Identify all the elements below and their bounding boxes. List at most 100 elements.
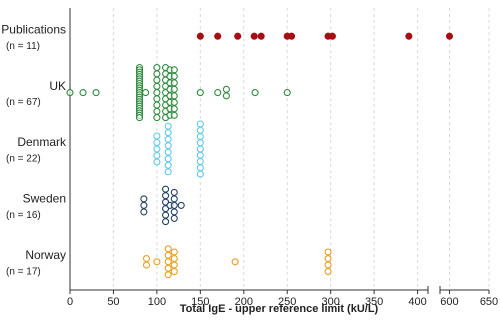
dot <box>170 254 178 263</box>
dot <box>164 264 172 272</box>
x-tick-label: 150 <box>191 296 209 308</box>
dot <box>153 64 161 72</box>
dot <box>170 201 178 209</box>
dot <box>164 155 172 163</box>
dot <box>170 267 178 276</box>
category-note: (n = 22) <box>6 154 41 165</box>
dot <box>251 89 259 97</box>
dot <box>196 164 204 172</box>
dot <box>231 258 239 266</box>
dot <box>196 151 204 159</box>
dot <box>162 192 170 200</box>
dot <box>153 76 161 84</box>
dot <box>196 145 204 153</box>
dot <box>164 168 172 176</box>
dot <box>250 32 258 40</box>
category-label: Norway <box>25 248 66 262</box>
category-label: Sweden <box>23 192 66 206</box>
dot <box>153 114 161 122</box>
dot <box>153 107 161 115</box>
dot <box>164 245 172 253</box>
dot <box>153 145 161 153</box>
dot <box>170 105 178 113</box>
dot <box>153 82 161 90</box>
dot <box>140 208 148 216</box>
dot <box>164 142 172 150</box>
dot <box>170 214 178 222</box>
dot <box>140 201 148 209</box>
dot <box>234 32 242 40</box>
dot <box>170 261 178 269</box>
dot <box>153 158 161 166</box>
dot <box>164 148 172 156</box>
dot <box>153 258 161 266</box>
dot <box>164 122 172 130</box>
dot <box>177 201 185 209</box>
dot <box>153 89 161 97</box>
dot <box>162 211 170 219</box>
dot <box>170 66 178 74</box>
x-tick-label: 100 <box>148 296 166 308</box>
category-label: Denmark <box>17 135 67 149</box>
dot <box>162 218 170 226</box>
dot <box>164 271 172 279</box>
x-tick-label: 350 <box>365 296 383 308</box>
dot <box>283 89 291 97</box>
dot <box>153 151 161 160</box>
dot <box>162 185 170 193</box>
dot <box>222 92 230 100</box>
dot <box>164 135 172 143</box>
dot <box>170 79 178 87</box>
dot <box>140 195 148 203</box>
dot <box>170 72 178 80</box>
dot <box>328 32 336 40</box>
dot <box>196 170 204 178</box>
dot <box>445 32 454 40</box>
category-note: (n = 67) <box>6 97 41 108</box>
dot <box>164 161 172 169</box>
dot <box>214 32 222 40</box>
dot <box>170 188 178 196</box>
dot <box>196 120 204 128</box>
dot <box>164 251 172 259</box>
dot <box>324 267 332 276</box>
dot <box>92 89 100 97</box>
category-note: (n = 16) <box>6 210 41 221</box>
dot <box>196 126 204 134</box>
dot <box>288 32 296 40</box>
dot <box>79 89 87 97</box>
dot <box>196 157 204 166</box>
dot <box>170 111 178 119</box>
x-tick-label: 600 <box>440 296 458 308</box>
dot <box>324 248 332 256</box>
dot <box>153 95 161 103</box>
x-tick-label: 250 <box>278 296 296 308</box>
dot <box>196 89 204 97</box>
category-label: Publications <box>1 22 66 36</box>
dot <box>66 89 74 97</box>
x-tick-label: 50 <box>107 296 119 308</box>
dot <box>164 129 172 137</box>
dot <box>324 254 332 263</box>
dot <box>170 98 178 106</box>
category-label: UK <box>49 79 66 93</box>
dot <box>170 208 178 216</box>
dot <box>324 261 332 269</box>
x-axis-label: Total IgE - upper reference limit (kU/L) <box>180 303 379 315</box>
dot <box>170 248 178 256</box>
x-tick-label: 400 <box>408 296 426 308</box>
dot <box>142 261 151 269</box>
x-tick-label: 650 <box>480 296 498 308</box>
category-note: (n = 17) <box>6 266 41 277</box>
dot <box>153 138 161 147</box>
category-note: (n = 11) <box>6 41 40 52</box>
dot <box>196 32 204 40</box>
x-tick-label: 300 <box>321 296 339 308</box>
dot <box>196 139 204 147</box>
dot <box>153 101 161 109</box>
dot <box>214 89 222 97</box>
dot <box>153 132 161 140</box>
dot <box>135 114 144 122</box>
dot <box>142 254 151 263</box>
